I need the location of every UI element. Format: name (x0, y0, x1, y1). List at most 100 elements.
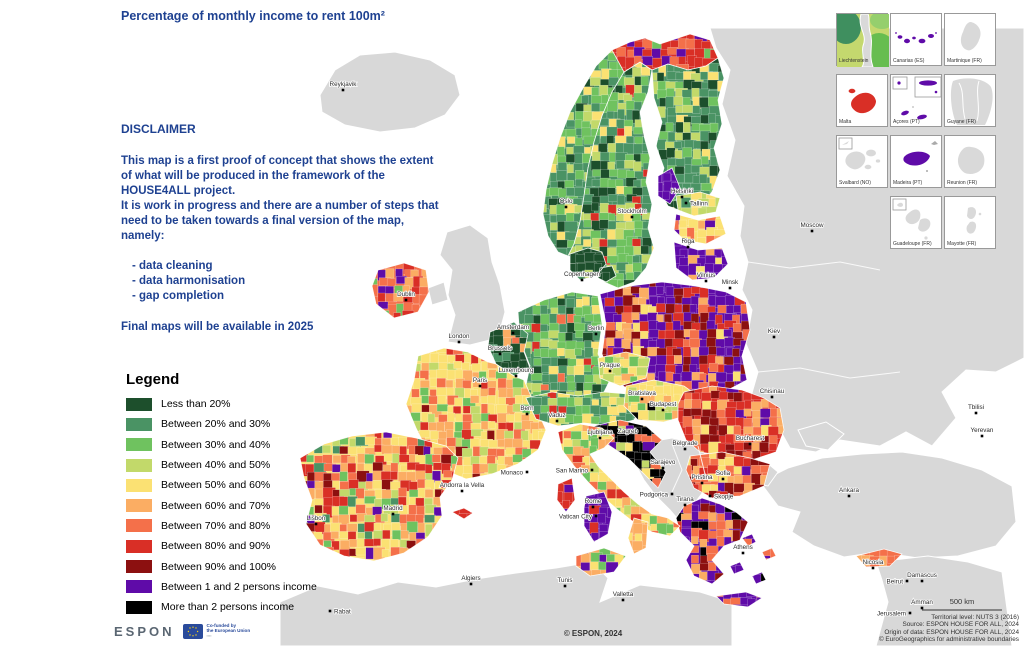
city-label: Amsterdam (497, 324, 529, 331)
city-labels-layer: Reykjavik Oslo Stockholm Helsinki Tallinn Rig… (306, 80, 995, 618)
city-marker (748, 442, 752, 446)
city-label: Vatican City (559, 513, 593, 520)
city-marker (590, 468, 594, 472)
city-label: Copenhagen (564, 271, 601, 278)
city-label: Dublin (397, 291, 415, 298)
city-label: Ankara (839, 487, 859, 494)
city-label: Valletta (613, 591, 634, 598)
city-marker (525, 470, 529, 474)
city-marker (626, 435, 630, 439)
inset-label: Guadeloupe (FR) (893, 241, 932, 247)
city-label: Podgorica (640, 491, 669, 498)
city-label: Riga (682, 238, 695, 245)
disclaimer-bullet: - gap completion (132, 290, 224, 302)
inset-label: Açores (PT) (893, 119, 920, 125)
attribution-line: Origin of data: ESPON HOUSE FOR ALL, 202… (884, 628, 1019, 636)
city-label: San Marino (556, 467, 589, 474)
legend-swatch (126, 478, 152, 492)
landmass (875, 555, 1013, 646)
country-border-line (757, 367, 901, 379)
city-label: Rome (585, 498, 602, 505)
city-marker (598, 436, 602, 440)
city-marker (871, 566, 875, 570)
city-label: Tbilisi (968, 404, 984, 411)
city-marker (630, 215, 634, 219)
city-marker (457, 340, 461, 344)
disclaimer-line: of what will be produced in the framewor… (121, 170, 385, 182)
city-marker (498, 352, 502, 356)
inset-label: Mayotte (FR) (947, 241, 977, 247)
inset-map-mayotte: Mayotte (FR) (944, 196, 996, 249)
city-marker (684, 201, 688, 205)
legend-label: Between 80% and 90% (161, 540, 271, 553)
legend-item: Between 60% and 70% (126, 495, 317, 515)
legend-swatch (126, 580, 152, 594)
city-marker (594, 332, 598, 336)
city-label: Sarajevo (651, 459, 676, 466)
inset-map-madeira: Madeira (PT) (890, 135, 942, 188)
disclaimer-line: HOUSE4ALL project. (121, 185, 236, 197)
city-marker (661, 408, 665, 412)
inset-label: Canarias (ES) (893, 58, 925, 64)
legend-label: More than 2 persons income (161, 601, 295, 614)
city-label: Vaduz (548, 412, 565, 419)
city-marker (704, 279, 708, 283)
city-label: Zagreb (618, 428, 638, 435)
cofunded-line2: the European Union (206, 628, 251, 634)
inset-map-reunion: Reunion (FR) (944, 135, 996, 188)
inset-label: Guyane (FR) (947, 119, 976, 125)
disclaimer-line: It is work in progress and there are a n… (121, 200, 439, 212)
disclaimer-line: need to be taken towards a final version… (121, 215, 405, 227)
legend-item: Between 30% and 40% (126, 435, 317, 455)
city-marker (640, 397, 644, 401)
espon-wordmark: ESPON (114, 623, 175, 639)
city-marker (580, 278, 584, 282)
city-label: Pristina (692, 474, 713, 481)
city-label: Minsk (722, 279, 739, 286)
legend-item: Between 40% and 50% (126, 455, 317, 475)
inset-label: Madeira (PT) (893, 180, 923, 186)
city-label: Algiers (461, 575, 480, 582)
city-marker (670, 492, 674, 496)
city-marker (563, 584, 567, 588)
attribution-line: Source: ESPON HOUSE FOR ALL, 2024 (902, 621, 1019, 629)
inset-map-malta: Malta (836, 74, 888, 127)
city-label: Paris (473, 377, 487, 384)
legend-label: Less than 20% (161, 398, 231, 411)
city-marker (460, 489, 464, 493)
city-marker (608, 369, 612, 373)
inset-label: Reunion (FR) (947, 180, 978, 186)
city-label: Berlin (588, 325, 605, 332)
city-label: Brussels (488, 345, 512, 352)
map-copyright: © ESPON, 2024 (563, 629, 623, 638)
region-mosaic (674, 214, 726, 244)
city-label: Jerusalem (877, 610, 906, 617)
eu-flag-icon (182, 623, 203, 639)
legend-swatch (126, 499, 152, 513)
city-marker (514, 374, 518, 378)
city-marker (314, 522, 318, 526)
disclaimer-bullets: - data cleaning - data harmonisation - gap… (132, 259, 481, 304)
city-label: Bucharest (736, 435, 765, 442)
city-marker (391, 512, 395, 516)
cofunded-line1: Co-funded by (206, 622, 237, 628)
disclaimer-line: namely: (121, 230, 165, 242)
legend-swatch (126, 519, 152, 533)
legend-label: Between 90% and 100% (161, 560, 277, 573)
legend-item: More than 2 persons income (126, 597, 317, 617)
city-marker (980, 434, 984, 438)
city-marker (525, 412, 529, 416)
city-marker (683, 503, 687, 507)
map-legend: Legend Less than 20% Between 20% and 30% B… (126, 371, 317, 617)
scale-bar-label: 500 km (950, 597, 975, 606)
city-label: Rabat (334, 608, 351, 615)
legend-swatch (126, 417, 152, 431)
disclaimer-footer: Final maps will be available in 2025 (121, 321, 314, 333)
city-marker (772, 335, 776, 339)
disclaimer-line: This map is a first proof of concept tha… (121, 155, 434, 167)
city-label: London (448, 333, 470, 340)
legend-label: Between 70% and 80% (161, 519, 271, 532)
city-marker (905, 579, 909, 583)
landmass (759, 451, 1017, 559)
